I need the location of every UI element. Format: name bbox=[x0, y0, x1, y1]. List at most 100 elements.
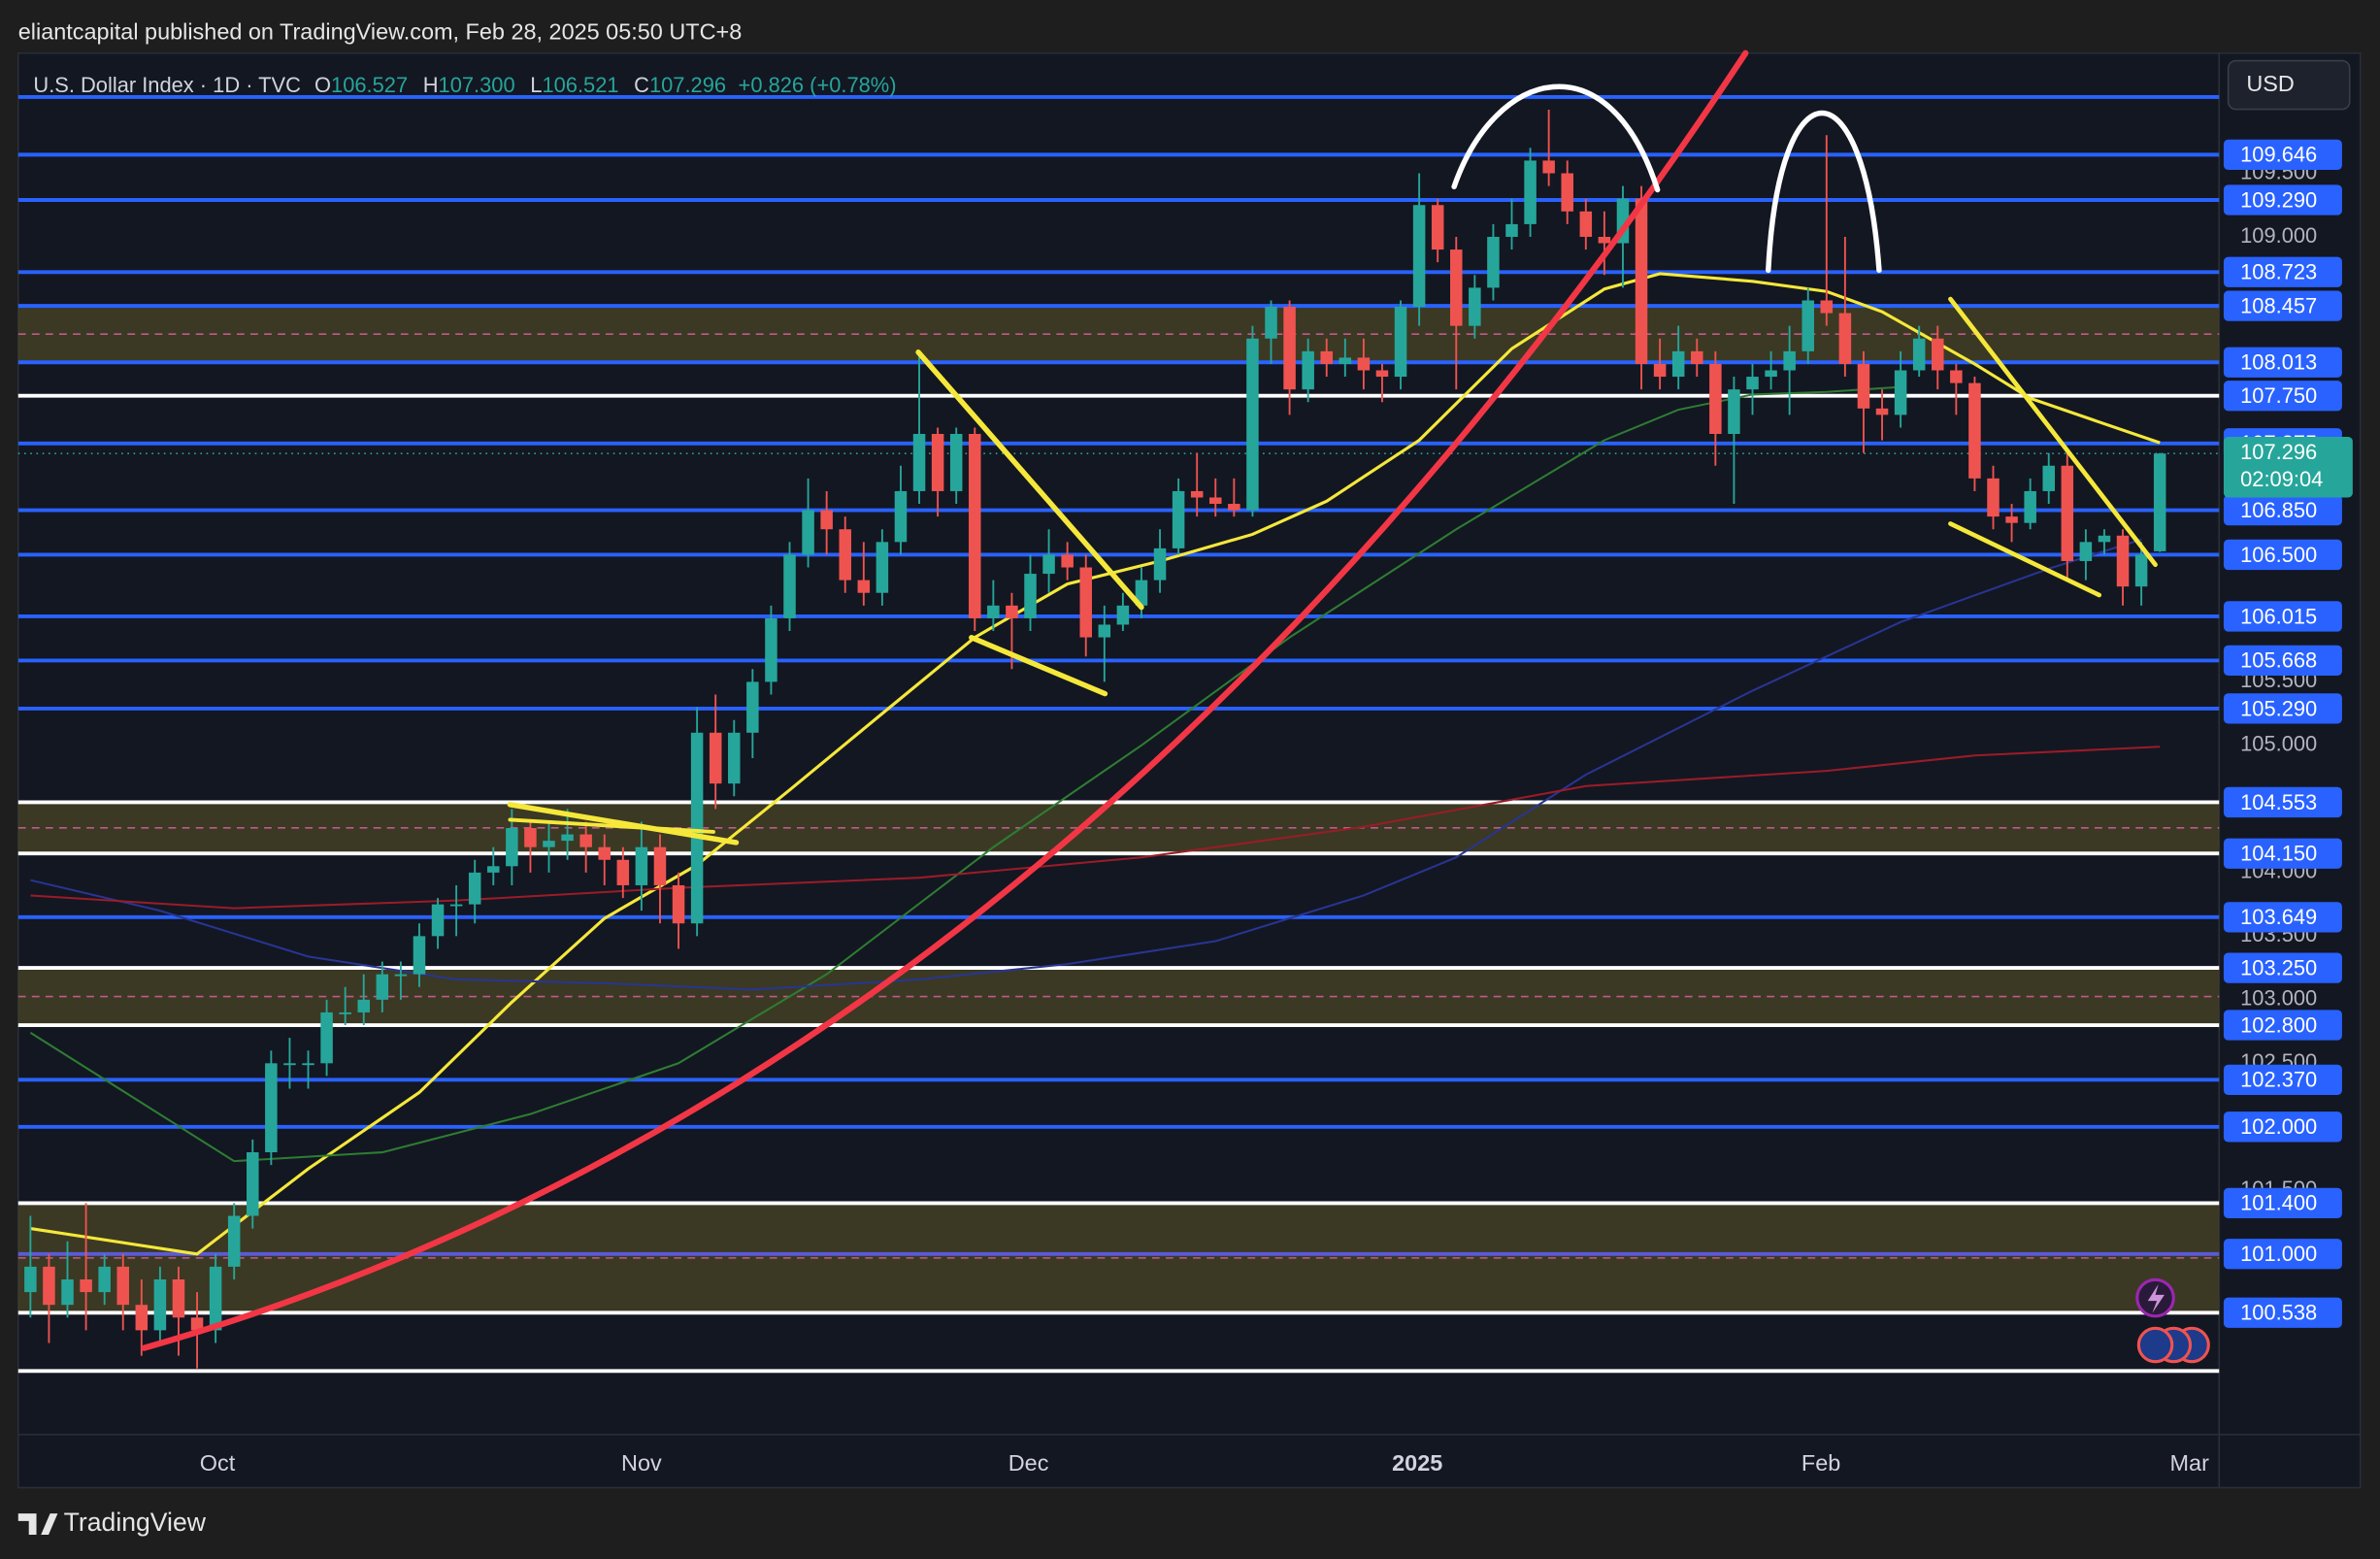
candle-body bbox=[1209, 497, 1222, 505]
level-label-box bbox=[2223, 139, 2342, 171]
candle-body bbox=[2005, 516, 2018, 523]
legend-key: L bbox=[530, 73, 542, 97]
candle-body bbox=[969, 434, 981, 618]
candle-body bbox=[302, 1063, 314, 1066]
currency-button[interactable] bbox=[2227, 59, 2351, 111]
level-label: 108.723 bbox=[2240, 260, 2317, 284]
candle-body bbox=[1912, 338, 1926, 371]
x-tick-label: Oct bbox=[200, 1450, 236, 1476]
trend-line bbox=[508, 817, 715, 834]
candle-body bbox=[1079, 567, 1092, 638]
candle-body bbox=[431, 904, 445, 937]
candle-body bbox=[1838, 313, 1852, 364]
candle-body bbox=[1820, 300, 1834, 314]
event-icon[interactable] bbox=[2136, 1326, 2174, 1364]
lightning bbox=[2147, 1283, 2165, 1313]
candle-body bbox=[2024, 490, 2036, 523]
candle-body bbox=[227, 1215, 241, 1267]
candle-body bbox=[1190, 490, 1204, 498]
levels bbox=[17, 94, 2220, 1374]
trend-curve bbox=[141, 50, 1749, 1351]
level-label-box bbox=[2223, 1010, 2342, 1041]
candle-body bbox=[1339, 357, 1352, 364]
candle-body bbox=[1246, 338, 1259, 511]
trend-line bbox=[507, 802, 740, 846]
candle-body bbox=[949, 434, 963, 491]
level-label-box bbox=[2223, 1187, 2342, 1219]
candle-body bbox=[728, 732, 741, 784]
level-label-box bbox=[2223, 838, 2342, 869]
level-label-box bbox=[2223, 601, 2342, 632]
x-tick-label: Feb bbox=[1802, 1450, 1840, 1476]
candle-body bbox=[1228, 504, 1240, 511]
trend-line bbox=[1948, 296, 2158, 568]
arc bbox=[1451, 83, 1661, 193]
moving-average bbox=[30, 746, 2161, 910]
level-label: 102.000 bbox=[2240, 1114, 2317, 1139]
level-label-box bbox=[2223, 184, 2342, 216]
candle-body bbox=[209, 1266, 222, 1331]
x-tick-label: 2025 bbox=[1392, 1450, 1442, 1476]
x-tick-label: Nov bbox=[621, 1450, 662, 1476]
level-label: 100.538 bbox=[2240, 1301, 2317, 1325]
candle-body bbox=[2116, 535, 2130, 587]
candle-body bbox=[1746, 377, 1759, 390]
level-label: 103.250 bbox=[2240, 955, 2317, 979]
candle-body bbox=[857, 580, 871, 593]
drawings bbox=[141, 50, 2158, 1351]
legend-change: +0.826 (+0.78%) bbox=[739, 73, 897, 97]
candle-body bbox=[413, 936, 426, 975]
candle-body bbox=[265, 1063, 278, 1153]
candle-body bbox=[690, 732, 704, 924]
level-label: 104.150 bbox=[2240, 842, 2317, 866]
level-label: 103.649 bbox=[2240, 905, 2317, 929]
candle-body bbox=[153, 1278, 167, 1331]
level-label-box bbox=[2223, 347, 2342, 378]
level-label-box bbox=[2223, 290, 2342, 321]
level-label-box bbox=[2223, 1064, 2342, 1095]
candle-body bbox=[116, 1266, 129, 1306]
candle-body bbox=[24, 1266, 37, 1293]
candle-body bbox=[1635, 198, 1648, 364]
level-label-box bbox=[2223, 786, 2342, 818]
candle-body bbox=[1265, 307, 1277, 339]
candle-body bbox=[320, 1012, 333, 1064]
candle-body bbox=[1653, 363, 1667, 378]
countdown: 02:09:04 bbox=[2240, 467, 2323, 491]
candle-body bbox=[1302, 350, 1314, 390]
candle-body bbox=[247, 1152, 259, 1216]
x-tick-label: Mar bbox=[2170, 1450, 2210, 1476]
candle-body bbox=[1394, 307, 1407, 378]
brand: TradingView bbox=[64, 1508, 207, 1537]
candle-body bbox=[1320, 350, 1333, 364]
level-label-box bbox=[2223, 1239, 2342, 1270]
candle-body bbox=[598, 846, 611, 860]
candle-body bbox=[802, 510, 814, 555]
candle-body bbox=[506, 828, 518, 867]
candle-body bbox=[561, 834, 574, 842]
legend-value: 106.521 bbox=[542, 73, 618, 97]
legend-key: O bbox=[314, 73, 331, 97]
level-label: 106.850 bbox=[2240, 498, 2317, 522]
candle-body bbox=[1968, 382, 1981, 479]
candle-body bbox=[746, 681, 759, 733]
candle-body bbox=[1709, 363, 1722, 435]
candle-body bbox=[1469, 287, 1481, 326]
candle-body bbox=[2079, 542, 2093, 561]
candle-body bbox=[1487, 236, 1500, 288]
candle-body bbox=[1061, 554, 1074, 568]
candle-body bbox=[1357, 357, 1371, 371]
status-icons bbox=[2135, 1277, 2210, 1364]
candles bbox=[24, 110, 2166, 1369]
moving-average bbox=[29, 385, 1901, 1163]
legend-key: C bbox=[634, 73, 649, 97]
currency: USD bbox=[2246, 71, 2294, 96]
trend-line bbox=[915, 349, 1144, 611]
level-label: 101.400 bbox=[2240, 1191, 2317, 1215]
level-label: 108.013 bbox=[2240, 350, 2317, 375]
trend-line bbox=[969, 635, 1108, 697]
candle-body bbox=[1505, 223, 1518, 237]
level-label: 104.553 bbox=[2240, 790, 2317, 814]
candle-body bbox=[1765, 370, 1777, 378]
